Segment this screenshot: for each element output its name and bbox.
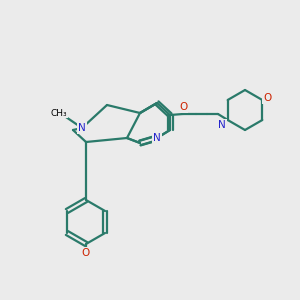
- Text: N: N: [153, 133, 161, 143]
- Text: O: O: [179, 102, 187, 112]
- Text: CH₃: CH₃: [51, 109, 67, 118]
- Text: N: N: [218, 120, 226, 130]
- Text: O: O: [82, 248, 90, 258]
- Text: O: O: [263, 93, 272, 103]
- Text: N: N: [78, 123, 86, 133]
